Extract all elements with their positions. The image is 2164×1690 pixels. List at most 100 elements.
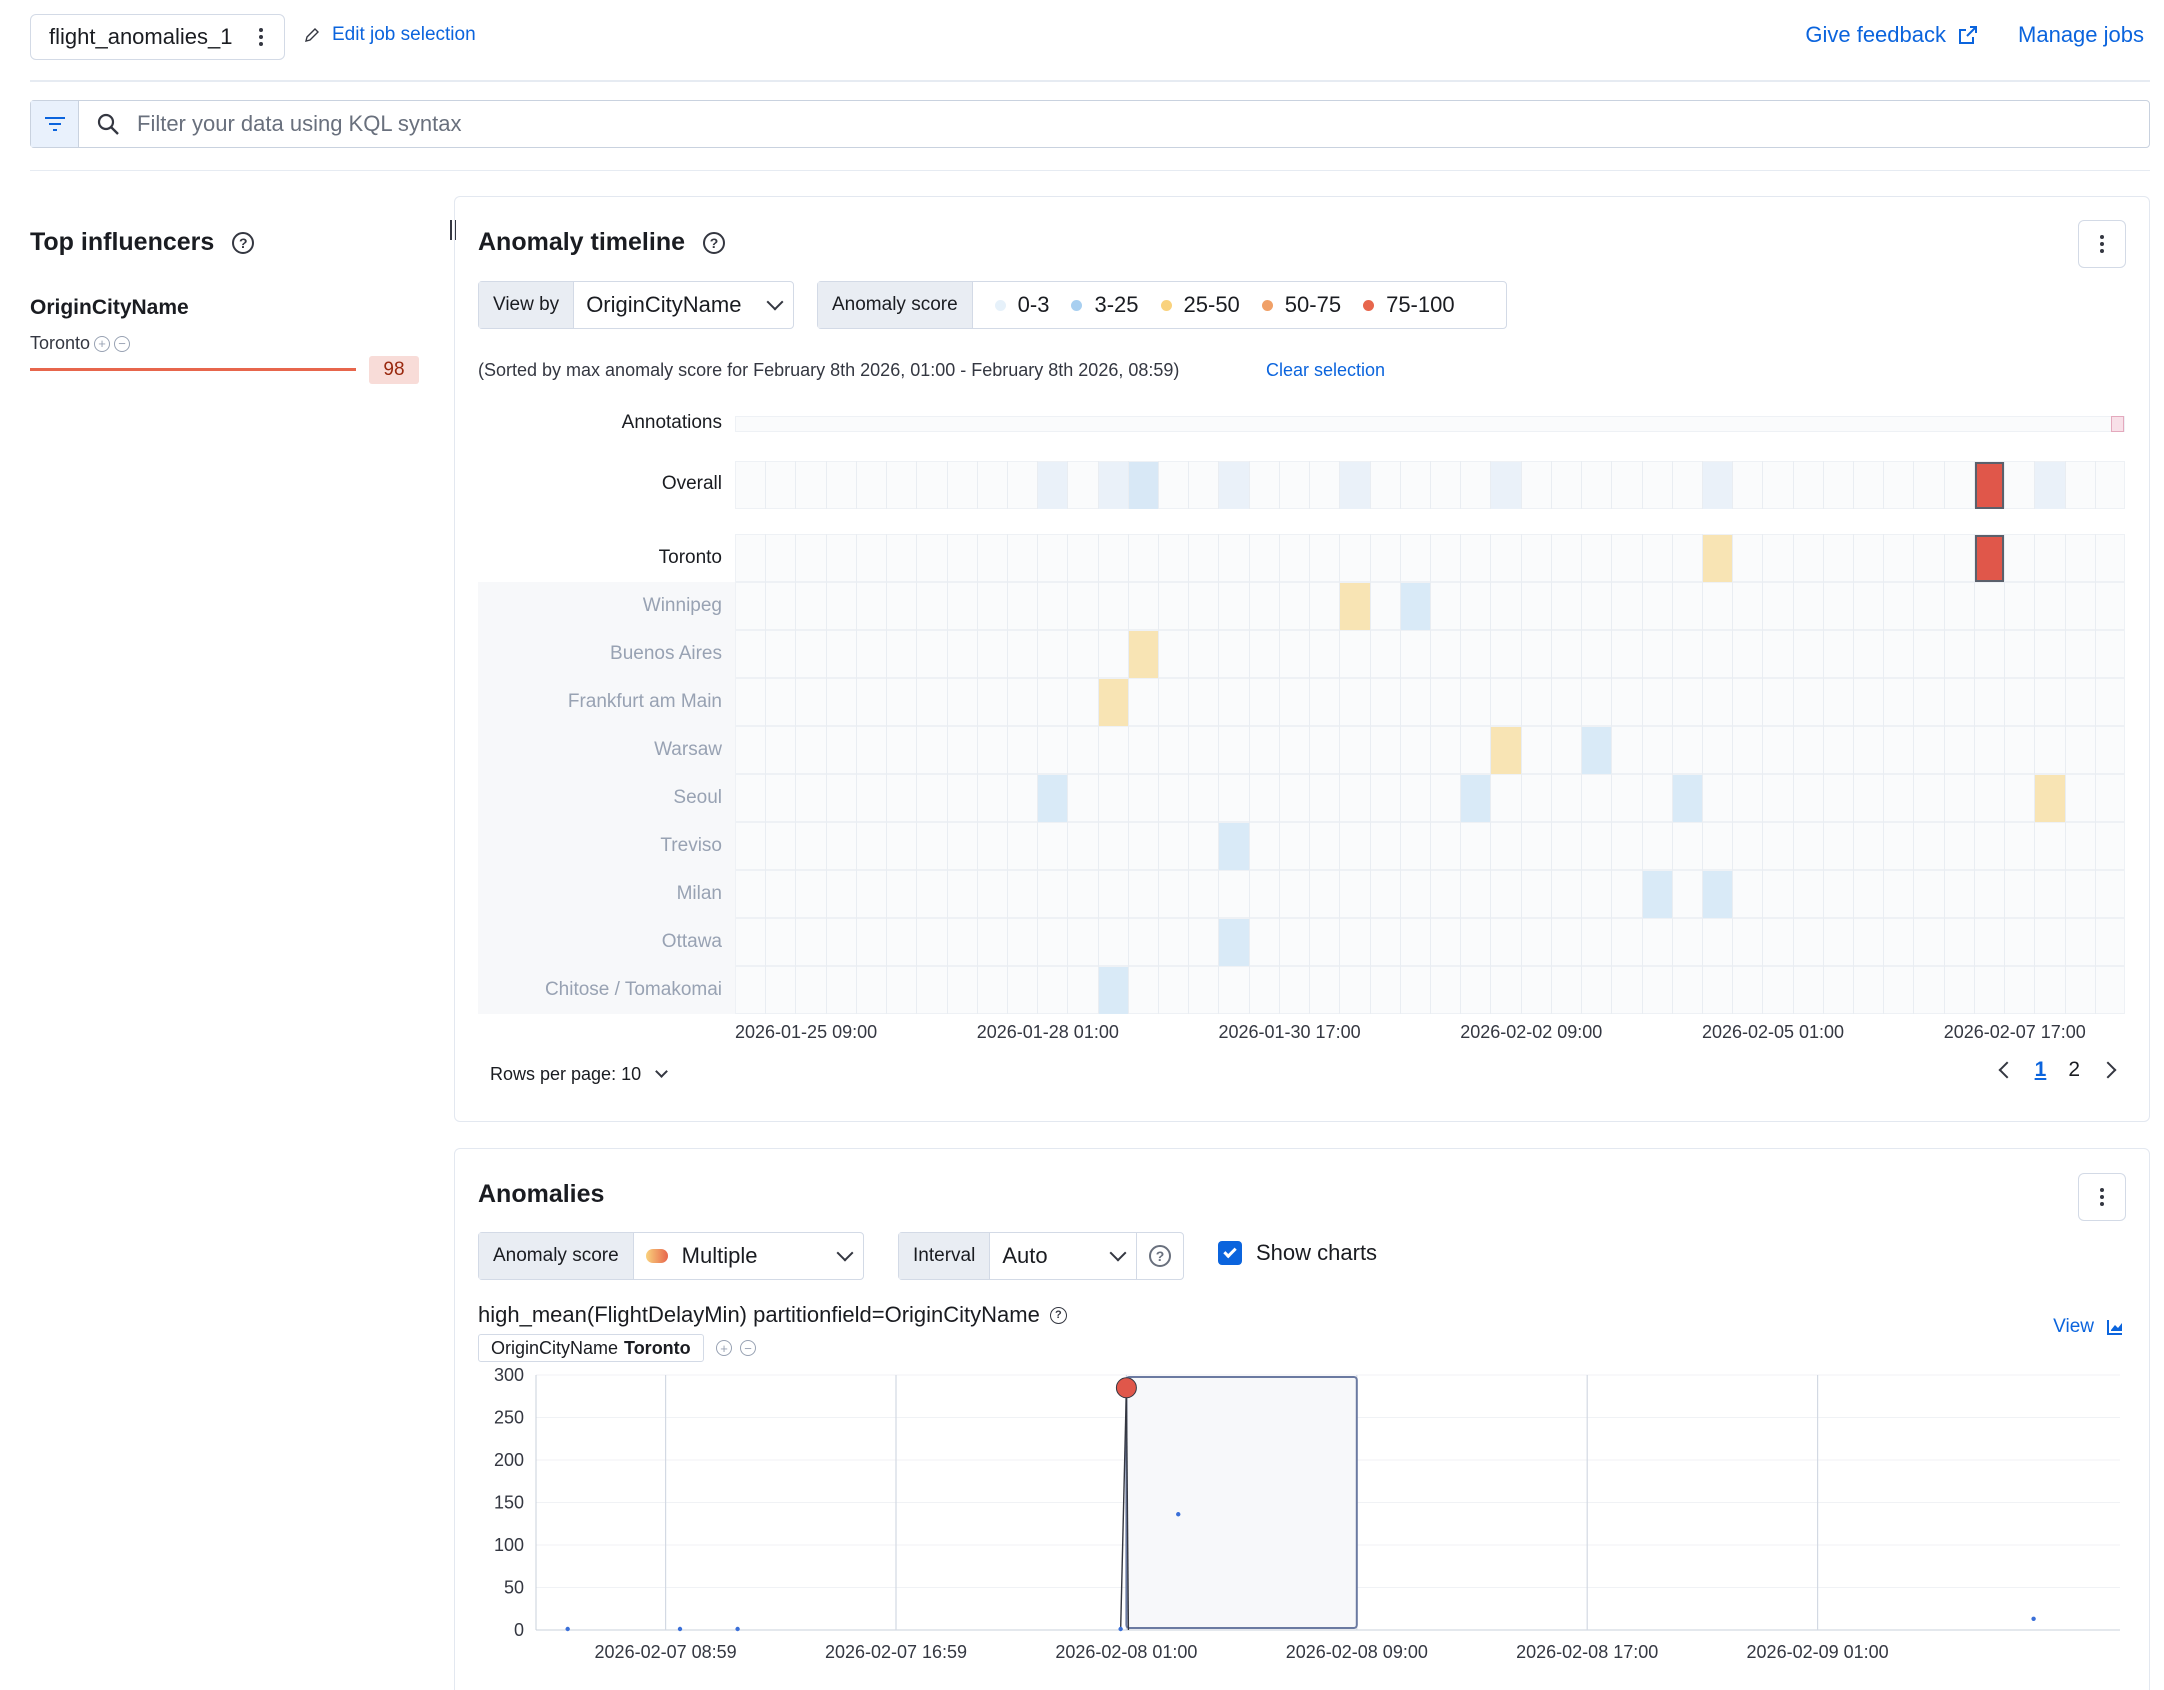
view-by-select[interactable]: View by OriginCityName xyxy=(478,281,794,329)
swimlane-row-label[interactable]: Toronto xyxy=(658,547,722,568)
swimlane-cell[interactable] xyxy=(1672,775,1702,822)
swimlane-cell[interactable] xyxy=(1582,727,1612,774)
y-axis-tick-label: 0 xyxy=(514,1620,524,1640)
swimlane-cell[interactable] xyxy=(1219,462,1249,509)
swimlane-cell[interactable] xyxy=(1340,462,1370,509)
grid-line xyxy=(1701,630,1703,678)
interval-select[interactable]: Interval Auto ? xyxy=(898,1232,1184,1280)
grid-line xyxy=(1581,870,1583,918)
swimlane-cell[interactable] xyxy=(1128,631,1159,678)
plus-in-circle-icon[interactable]: + xyxy=(94,335,111,352)
timeline-options-button[interactable] xyxy=(2078,220,2126,268)
page-2-button[interactable]: 2 xyxy=(2068,1058,2080,1081)
grid-line xyxy=(1581,774,1583,822)
data-point[interactable] xyxy=(2031,1616,2036,1621)
grid-line xyxy=(1248,966,1250,1014)
swimlane-cell[interactable] xyxy=(1974,462,2005,509)
resize-handle[interactable] xyxy=(450,220,456,240)
data-point[interactable] xyxy=(565,1626,570,1632)
data-point[interactable] xyxy=(1118,1626,1123,1632)
swimlane-row-label[interactable]: Warsaw xyxy=(654,739,722,760)
clear-selection-link[interactable]: Clear selection xyxy=(1266,360,1386,380)
grid-line xyxy=(1883,774,1885,822)
swimlane-row-label[interactable]: Milan xyxy=(676,883,722,904)
grid-line xyxy=(1158,630,1160,678)
swimlane-row-label[interactable]: Frankfurt am Main xyxy=(567,691,722,712)
swimlane-cell[interactable] xyxy=(1974,535,2005,582)
swimlane-cell[interactable] xyxy=(1400,583,1430,630)
anomaly-marker[interactable] xyxy=(1115,1377,1137,1399)
swimlane-cell[interactable] xyxy=(1038,775,1068,822)
grid-line xyxy=(946,678,948,726)
swimlane-row-label[interactable]: Seoul xyxy=(673,787,722,808)
swimlane-cell[interactable] xyxy=(1491,462,1521,509)
grid-line xyxy=(1822,726,1824,774)
swimlane-cell[interactable] xyxy=(1128,462,1159,509)
influencer-value[interactable]: Toronto xyxy=(30,333,91,353)
swimlane-row-label[interactable]: Buenos Aires xyxy=(610,643,722,664)
annotation-marker[interactable] xyxy=(2111,416,2124,432)
job-options-icon[interactable] xyxy=(254,28,268,46)
chevron-right-icon[interactable] xyxy=(2099,1061,2117,1079)
swimlane-cell[interactable] xyxy=(1702,871,1733,918)
grid-line xyxy=(1339,678,1341,726)
swimlane-cell[interactable] xyxy=(1702,535,1733,582)
show-charts-checkbox[interactable]: Show charts xyxy=(1218,1240,1377,1266)
swimlane-cell[interactable] xyxy=(1702,462,1733,509)
grid-line xyxy=(1520,870,1522,918)
swimlane-cell[interactable] xyxy=(1219,919,1249,966)
swimlane-cell[interactable] xyxy=(1219,823,1249,870)
grid-line xyxy=(1883,870,1885,918)
minus-in-circle-icon[interactable]: − xyxy=(740,1340,756,1356)
swimlane-cell[interactable] xyxy=(1340,583,1370,630)
data-point[interactable] xyxy=(1176,1512,1181,1517)
selected-time-range[interactable] xyxy=(1125,1376,1358,1629)
grid-line xyxy=(825,966,827,1014)
grid-line xyxy=(825,582,827,630)
help-icon[interactable]: ? xyxy=(1049,1306,1067,1324)
data-point[interactable] xyxy=(677,1626,683,1632)
grid-line xyxy=(1732,966,1734,1014)
swimlane-cell[interactable] xyxy=(2035,775,2065,822)
rows-per-page-button[interactable]: Rows per page: 10 xyxy=(490,1064,668,1085)
anomalies-options-button[interactable] xyxy=(2078,1173,2126,1221)
anomaly-score-select[interactable]: Anomaly score Multiple xyxy=(478,1232,864,1280)
give-feedback-link[interactable]: Give feedback xyxy=(1805,22,1978,48)
data-point[interactable] xyxy=(735,1626,740,1632)
grid-line xyxy=(1158,582,1160,630)
grid-line xyxy=(765,774,767,822)
job-selector[interactable]: flight_anomalies_1 xyxy=(30,14,285,60)
swimlane-cell[interactable] xyxy=(1098,462,1128,509)
search-input[interactable] xyxy=(79,101,2149,147)
help-icon[interactable]: ? xyxy=(703,231,725,254)
give-feedback-label: Give feedback xyxy=(1805,22,1946,47)
swimlane-row-label[interactable]: Ottawa xyxy=(661,931,722,952)
page-1-button[interactable]: 1 xyxy=(2034,1058,2047,1081)
metric-chart[interactable]: 0 50 100 150 200 250 300 2026-02-07 08:59 2026-0… xyxy=(454,1366,2150,1690)
help-icon[interactable]: ? xyxy=(1149,1245,1171,1267)
swimlane-cell[interactable] xyxy=(1461,775,1491,822)
swimlane-row-label[interactable]: Chitose / Tomakomai xyxy=(544,979,722,1000)
grid-line xyxy=(1550,870,1552,918)
chevron-left-icon[interactable] xyxy=(1998,1061,2016,1079)
swimlane-cell[interactable] xyxy=(2035,462,2065,509)
manage-jobs-link[interactable]: Manage jobs xyxy=(2018,22,2144,47)
grid-line xyxy=(1037,534,1039,582)
grid-line xyxy=(1581,630,1583,678)
swimlane-cell[interactable] xyxy=(1098,967,1128,1014)
filter-button[interactable] xyxy=(31,101,79,147)
edit-job-selection-button[interactable]: Edit job selection xyxy=(304,24,476,46)
swimlane-cell[interactable] xyxy=(1098,679,1128,726)
swimlane-row-label[interactable]: Winnipeg xyxy=(642,595,722,616)
minus-in-circle-icon[interactable]: − xyxy=(114,335,131,352)
swimlane-cell[interactable] xyxy=(1038,462,1068,509)
swimlane-cell[interactable] xyxy=(1491,727,1521,774)
grid-line xyxy=(1973,774,1975,822)
help-icon[interactable]: ? xyxy=(232,231,255,254)
swimlane-cell[interactable] xyxy=(1642,871,1672,918)
grid-line xyxy=(1550,966,1552,1014)
plus-in-circle-icon[interactable]: + xyxy=(716,1340,732,1356)
view-in-explorer-link[interactable]: View xyxy=(2053,1316,2124,1338)
swimlane-row-label[interactable]: Treviso xyxy=(660,835,722,856)
influencer-score-bar xyxy=(30,368,356,371)
